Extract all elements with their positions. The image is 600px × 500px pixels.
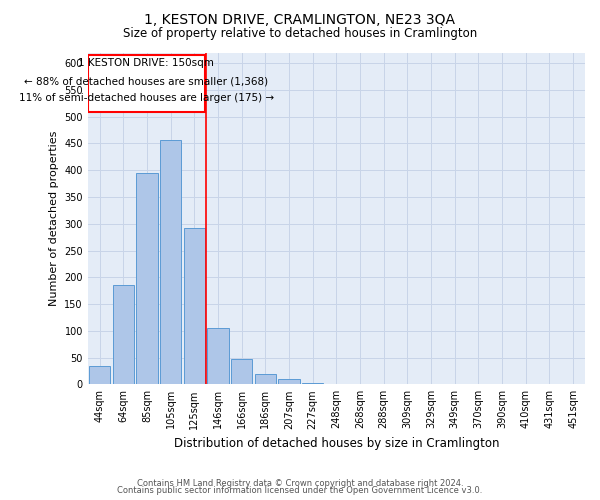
Text: 11% of semi-detached houses are larger (175) →: 11% of semi-detached houses are larger (… — [19, 92, 274, 102]
Bar — [113, 286, 134, 384]
Bar — [302, 382, 323, 384]
Text: Size of property relative to detached houses in Cramlington: Size of property relative to detached ho… — [123, 28, 477, 40]
Bar — [278, 379, 299, 384]
Text: ← 88% of detached houses are smaller (1,368): ← 88% of detached houses are smaller (1,… — [24, 76, 268, 86]
Bar — [184, 228, 205, 384]
Bar — [136, 173, 158, 384]
Bar — [89, 366, 110, 384]
Bar — [231, 358, 253, 384]
Text: Contains public sector information licensed under the Open Government Licence v3: Contains public sector information licen… — [118, 486, 482, 495]
X-axis label: Distribution of detached houses by size in Cramlington: Distribution of detached houses by size … — [173, 437, 499, 450]
Text: Contains HM Land Registry data © Crown copyright and database right 2024.: Contains HM Land Registry data © Crown c… — [137, 478, 463, 488]
Text: 1, KESTON DRIVE, CRAMLINGTON, NE23 3QA: 1, KESTON DRIVE, CRAMLINGTON, NE23 3QA — [145, 12, 455, 26]
Bar — [254, 374, 276, 384]
Bar — [160, 140, 181, 384]
Y-axis label: Number of detached properties: Number of detached properties — [49, 130, 59, 306]
Bar — [208, 328, 229, 384]
Text: 1 KESTON DRIVE: 150sqm: 1 KESTON DRIVE: 150sqm — [79, 58, 214, 68]
Bar — [88, 55, 205, 112]
